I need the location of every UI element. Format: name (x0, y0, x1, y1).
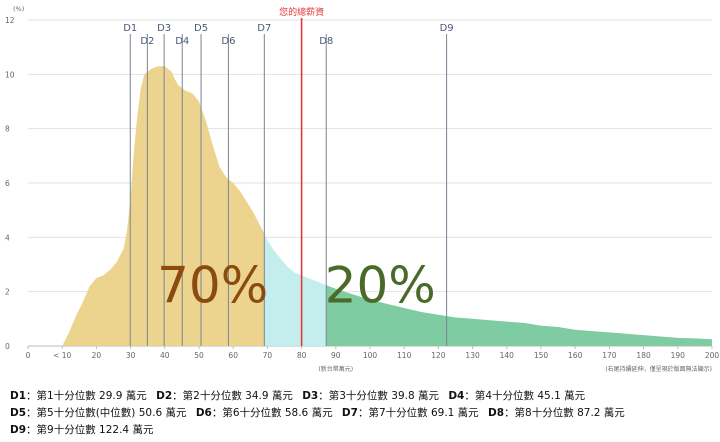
x-unit-label: (新台幣萬元) (318, 365, 353, 373)
x-tick-label: 90 (331, 351, 341, 360)
x-tick-label: 160 (568, 351, 583, 360)
legend-item-d6: D6：第6十分位數 58.6 萬元 (195, 407, 333, 419)
distribution-region-1 (62, 66, 265, 346)
x-tick-label: 150 (534, 351, 549, 360)
x-tick-label: 70 (263, 351, 273, 360)
y-unit-label: (%) (13, 5, 24, 13)
x-tick-label: 100 (363, 351, 378, 360)
x-tick-label: 130 (465, 351, 480, 360)
salary-distribution-chart: 0 2 4 6 8 10 12 (%) 0 < 10 20 30 40 50 60 70 80 90 100 110 1… (5, 5, 720, 373)
y-tick-label: 4 (5, 233, 10, 242)
y-tick-label: 12 (5, 16, 15, 25)
percent-annotation-1: 70% (157, 257, 268, 315)
decile-label-d3: D3 (157, 23, 171, 34)
legend-item-d4: D4：第4十分位數 45.1 萬元 (448, 390, 586, 402)
x-tick-label: 120 (431, 351, 446, 360)
legend-row-2: D5：第5十分位數(中位數) 50.6 萬元 D6：第6十分位數 58.6 萬元… (10, 405, 715, 420)
legend-item-d1: D1：第1十分位數 29.9 萬元 (10, 390, 147, 402)
legend-item-d5: D5：第5十分位數(中位數) 50.6 萬元 (10, 407, 187, 419)
legend-item-d2: D2：第2十分位數 34.9 萬元 (156, 390, 293, 402)
x-tick-label: 60 (228, 351, 238, 360)
legend-item-d7: D7：第7十分位數 69.1 萬元 (341, 407, 479, 419)
y-tick-label: 8 (5, 125, 10, 134)
y-tick-label: 6 (5, 179, 10, 188)
y-tick-label: 2 (5, 288, 10, 297)
x-tick-label: < 10 (53, 351, 71, 360)
legend-row-3: D9：第9十分位數 122.4 萬元 (10, 422, 715, 437)
x-tick-label: 110 (397, 351, 412, 360)
decile-label-d1: D1 (123, 23, 137, 34)
y-tick-label: 10 (5, 70, 15, 79)
legend-row-1: D1：第1十分位數 29.9 萬元 D2：第2十分位數 34.9 萬元 D3：第… (10, 388, 715, 403)
y-tick-label: 0 (5, 342, 10, 351)
decile-label-d9: D9 (440, 23, 454, 34)
decile-label-d7: D7 (257, 23, 271, 34)
tail-note: (右尾持續延伸，僅呈現於版面無法顯示) (605, 365, 712, 373)
x-tick-label: 140 (500, 351, 515, 360)
your-salary-label: 您的總薪資 (279, 6, 324, 18)
percent-annotation-2: 20% (325, 257, 436, 315)
distribution-region-3 (326, 285, 712, 346)
x-tick-label: 0 (26, 351, 31, 360)
x-tick-label: 190 (671, 351, 686, 360)
decile-label-d5: D5 (194, 23, 208, 34)
x-tick-label: 20 (92, 351, 102, 360)
decile-label-d6: D6 (221, 36, 235, 47)
x-tick-label: 200 (705, 351, 720, 360)
x-tick-label: 30 (126, 351, 136, 360)
legend-item-d3: D3：第3十分位數 39.8 萬元 (302, 390, 439, 402)
decile-label-d2: D2 (140, 36, 154, 47)
legend-item-d9: D9：第9十分位數 122.4 萬元 (10, 424, 154, 436)
x-tick-label: 50 (194, 351, 204, 360)
x-tick-label: 80 (297, 351, 307, 360)
distribution-region-2 (264, 233, 327, 346)
x-tick-label: 170 (602, 351, 617, 360)
x-tick-label: 180 (636, 351, 651, 360)
decile-label-d4: D4 (175, 36, 189, 47)
decile-label-d8: D8 (319, 36, 333, 47)
x-tick-label: 40 (160, 351, 170, 360)
legend-item-d8: D8：第8十分位數 87.2 萬元 (488, 407, 625, 419)
